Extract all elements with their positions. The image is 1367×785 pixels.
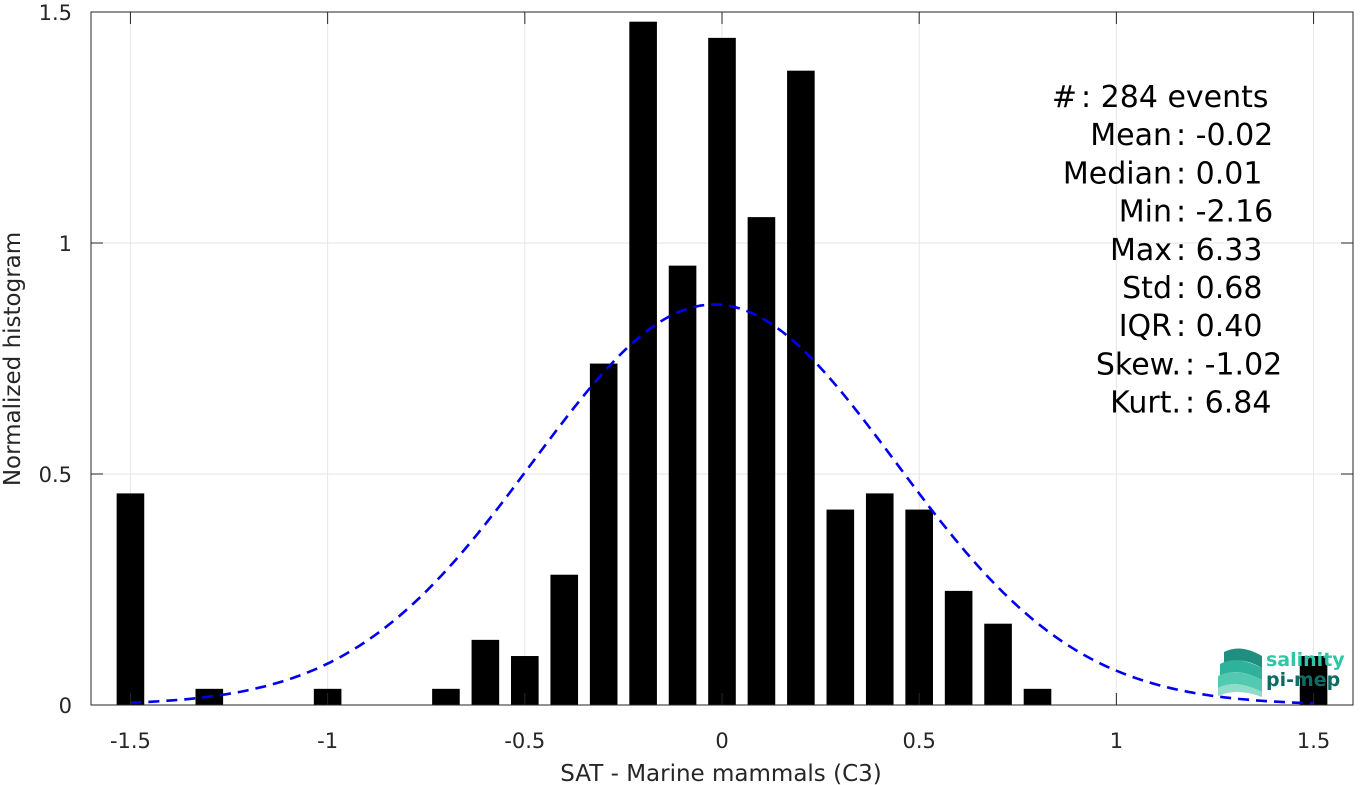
stat-label: IQR: [1119, 309, 1172, 344]
stat-label: Kurt.: [1110, 386, 1181, 421]
gaussian-fit-curve: [130, 303, 1314, 705]
x-tick-labels: -1.5 -1 -0.5 0 0.5 1 1.5: [110, 729, 1330, 753]
x-tick-label: -1.5: [110, 729, 151, 753]
histogram-bar: [826, 509, 855, 705]
logo-text-salinity: salinity: [1266, 649, 1345, 671]
wave-logo-icon: [1218, 648, 1262, 697]
histogram-bars: [116, 21, 1328, 706]
stat-value: : -1.02: [1185, 347, 1282, 382]
stat-label: Min: [1119, 195, 1172, 230]
histogram-bar: [432, 688, 460, 705]
histogram-bar: [550, 574, 579, 705]
histogram-bar: [787, 70, 815, 705]
stat-label: #: [1052, 80, 1077, 115]
histogram-bar: [708, 37, 736, 705]
histogram-bar: [944, 590, 973, 705]
x-tick-label: -0.5: [504, 729, 545, 753]
stat-value: : 6.84: [1185, 386, 1271, 421]
stat-value: : 0.01: [1176, 156, 1262, 191]
histogram-bar: [747, 217, 776, 706]
stat-label: Mean: [1090, 118, 1172, 153]
logo-text-pi-mep: pi-mep: [1266, 669, 1340, 691]
stat-label: Max: [1110, 233, 1172, 268]
stat-value: : 0.40: [1176, 309, 1262, 344]
histogram-bar: [905, 509, 933, 705]
histogram-bar: [668, 265, 697, 705]
x-tick-label: 1.5: [1297, 729, 1330, 753]
y-tick-label: 1: [59, 232, 72, 256]
x-tick-label: -1: [317, 729, 338, 753]
y-tick-labels: 0 0.5 1 1.5: [39, 1, 72, 718]
x-axis-label: SAT - Marine mammals (C3): [560, 761, 882, 785]
y-tick-label: 0.5: [39, 463, 72, 487]
y-tick-label: 0: [59, 694, 72, 718]
histogram-bar: [471, 639, 500, 705]
x-tick-label: 0.5: [902, 729, 935, 753]
stat-label: Skew.: [1096, 347, 1181, 382]
axis-ticks: [91, 11, 1353, 706]
x-tick-label: 0: [715, 729, 728, 753]
histogram-bar: [865, 493, 894, 705]
stat-value: : -0.02: [1176, 118, 1273, 153]
salinity-pi-mep-logo: salinity pi-mep: [1218, 648, 1345, 697]
stat-label: Std: [1122, 271, 1172, 306]
stat-label: Median: [1063, 156, 1172, 191]
stat-value: : 0.68: [1176, 271, 1262, 306]
histogram-bar: [116, 493, 145, 705]
histogram-bar: [629, 21, 657, 705]
stat-value: : 6.33: [1176, 233, 1262, 268]
histogram-bar: [1023, 688, 1052, 705]
histogram-bar: [984, 623, 1012, 705]
stat-value: : -2.16: [1176, 195, 1273, 230]
y-axis-label: Normalized histogram: [0, 232, 26, 486]
stat-value: : 284 events: [1081, 80, 1269, 115]
x-tick-label: 1: [1110, 729, 1123, 753]
histogram-bar: [589, 363, 618, 705]
y-tick-label: 1.5: [39, 1, 72, 25]
